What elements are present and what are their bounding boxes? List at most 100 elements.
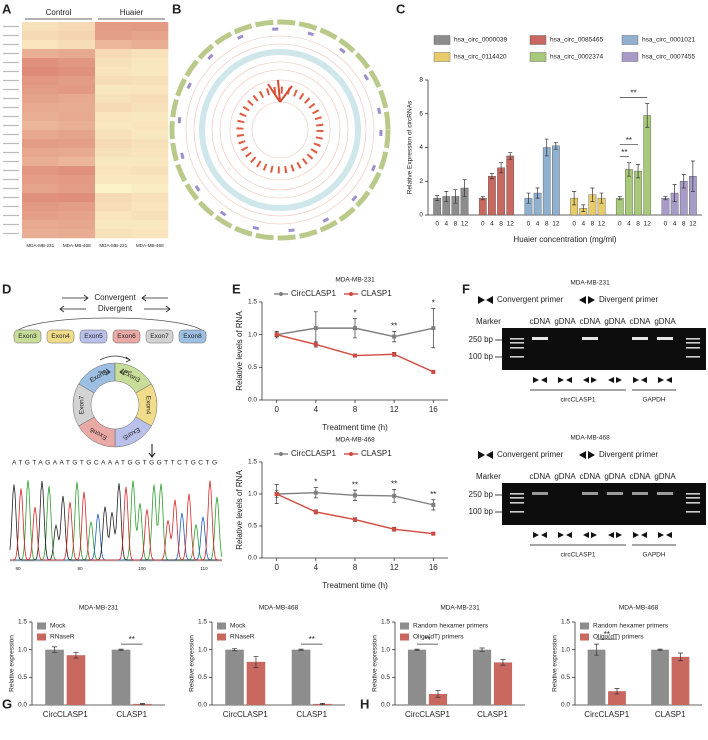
x-tick-label: 8	[545, 221, 549, 228]
error-bar	[319, 702, 325, 705]
column-label: MDA-MB-468	[63, 243, 91, 248]
exon-box	[145, 329, 174, 344]
legend-label: Oligo(dT) primers	[593, 634, 644, 641]
x-tick-label: 0	[274, 405, 279, 414]
heatmap-cell	[131, 202, 169, 212]
y-tick-label: 0.5	[561, 674, 570, 681]
significance-label: **	[309, 635, 315, 644]
y-axis-label: Relative levels of RNA	[235, 470, 244, 550]
size-label: 100 bp	[469, 507, 494, 516]
heatmap-cell	[95, 229, 132, 239]
gel-band	[510, 511, 524, 513]
x-tick-label: CircCLASP1	[405, 710, 450, 719]
heatmap-cell	[22, 85, 59, 95]
error-bar	[52, 646, 58, 653]
data-point	[392, 527, 397, 532]
legend-swatch	[400, 633, 409, 641]
x-axis-label: Treatment time (h)	[322, 423, 388, 432]
error-bar	[599, 192, 604, 204]
error-bar	[594, 643, 600, 656]
error-bar	[614, 688, 620, 695]
primer-icon	[558, 377, 572, 383]
heatmap-cell	[58, 130, 96, 140]
gel-band	[686, 493, 700, 495]
lane-label: gDNA	[654, 317, 676, 326]
significance-label: **	[621, 148, 627, 157]
error-bar	[626, 162, 631, 177]
legend-label: hsa_circ_0002374	[550, 54, 604, 61]
x-tick-label: 4	[536, 221, 540, 228]
error-bar	[508, 152, 513, 160]
error-bar	[444, 191, 449, 202]
heatmap-cell	[22, 130, 59, 140]
chart-title: MDA-MB-468	[335, 437, 375, 444]
heatmap-cell	[58, 157, 96, 167]
x-tick-label: 12	[552, 221, 560, 228]
legend-label: CLASP1	[361, 289, 392, 298]
gel-band	[582, 492, 598, 495]
primer-icon	[633, 377, 647, 383]
primer-label: Convergent primer	[497, 450, 564, 459]
y-tick-label: 0	[419, 212, 423, 219]
y-tick-label: 8	[419, 77, 423, 84]
primer-arrows	[59, 294, 171, 313]
primer-icon	[658, 377, 672, 383]
y-tick-label: 1.5	[198, 619, 207, 626]
x-tick-label: 12	[390, 405, 399, 414]
legend-label: CircCLASP1	[291, 449, 336, 458]
x-tick-label: 0	[664, 221, 668, 228]
significance-label: **	[129, 635, 135, 644]
y-tick-label: 1.0	[561, 646, 570, 653]
x-tick-label: 4	[490, 221, 494, 228]
significance-label: **	[430, 490, 436, 499]
heatmap-cell	[131, 94, 169, 104]
y-axis-label: Relative expression	[552, 635, 559, 692]
primer-icon	[533, 377, 547, 383]
exon-label: Exon5	[84, 333, 103, 340]
x-axis-label: Treatment time (h)	[322, 581, 388, 590]
x-tick-label: 8	[353, 405, 358, 414]
error-bar	[462, 179, 467, 197]
primer-arrows	[98, 368, 132, 376]
lane-label: cDNA	[530, 317, 552, 326]
y-tick-label: 0.5	[198, 674, 207, 681]
bar	[506, 155, 515, 216]
y-axis-label: Relative levels of RNA	[235, 311, 244, 391]
ring-exon-label: Exon4	[144, 396, 151, 415]
trace-tick-label: 90	[77, 566, 83, 571]
y-tick-label: 0.5	[18, 674, 27, 681]
error-bar	[118, 648, 124, 651]
trace-tick-label: 100	[138, 566, 146, 571]
marker-label: Marker	[476, 472, 501, 481]
bar	[661, 197, 670, 216]
group-label: GAPDH	[642, 552, 665, 559]
gel-band	[510, 338, 524, 340]
heatmap-cell	[58, 202, 96, 212]
legend-marker	[349, 292, 353, 296]
error-bar	[139, 702, 145, 705]
heatmap-cell	[131, 184, 169, 194]
x-tick-label: 8	[682, 221, 686, 228]
error-bar	[544, 138, 549, 157]
error-bar	[526, 192, 531, 204]
column-group-label: Control	[46, 8, 72, 17]
column-label: MDA-MB-231	[26, 243, 54, 248]
bar	[66, 655, 86, 705]
size-label: 250 bp	[469, 490, 494, 499]
error-bar	[572, 191, 577, 206]
heatmap-cell	[58, 229, 96, 239]
heatmap-cell	[95, 139, 132, 149]
x-tick-label: 4	[314, 563, 319, 572]
heatmap-cell	[22, 211, 59, 221]
heatmap-cell	[95, 67, 132, 77]
primer-icon	[583, 377, 597, 383]
legend-label: Random hexamer primers	[593, 623, 669, 630]
heatmap-cell	[58, 103, 96, 113]
size-label: 250 bp	[469, 335, 494, 344]
bar	[472, 649, 492, 705]
error-bar	[435, 195, 440, 202]
y-tick-label: 1.0	[248, 491, 257, 498]
heatmap-cell	[131, 148, 169, 158]
error-bar	[480, 196, 485, 201]
bar	[643, 115, 652, 216]
